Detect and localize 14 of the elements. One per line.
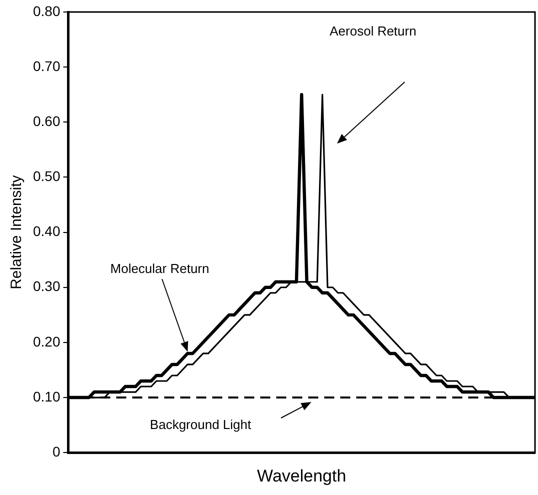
y-tick-label: 0.60 <box>33 113 60 130</box>
y-tick-label: 0 <box>52 443 60 460</box>
y-tick-label: 0.80 <box>33 2 60 19</box>
y-tick-label: 0.40 <box>33 223 60 240</box>
y-tick-label: 0.70 <box>33 58 60 74</box>
ref-line-label: Background Light <box>150 417 252 432</box>
y-tick-label: 0.30 <box>33 278 60 294</box>
annotation: Molecular Return <box>110 261 210 276</box>
x-axis-title: Wavelength <box>257 466 346 486</box>
y-tick-label: 0.10 <box>33 388 60 404</box>
y-axis-title: Relative Intensity <box>8 174 26 290</box>
annotation: Aerosol Return <box>330 23 416 38</box>
y-tick-label: 0.20 <box>33 333 60 350</box>
y-tick-label: 0.50 <box>33 168 60 184</box>
